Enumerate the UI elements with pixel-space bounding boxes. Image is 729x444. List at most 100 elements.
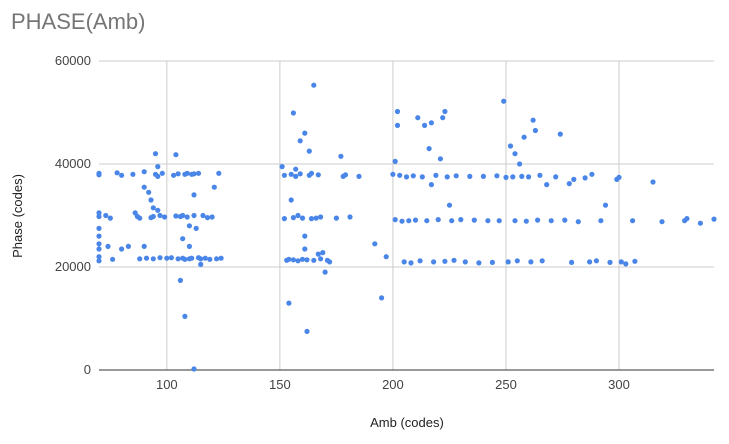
data-point [173, 213, 179, 219]
data-point [313, 215, 319, 221]
data-point [191, 192, 197, 198]
data-point [315, 251, 321, 257]
data-point [299, 215, 306, 221]
tick-labels: 0 20000 40000 60000 100 150 200 250 300 [55, 53, 630, 392]
data-point [569, 259, 575, 265]
data-point [137, 215, 143, 221]
data-point [410, 173, 416, 179]
data-point [697, 220, 704, 226]
data-point [173, 152, 179, 158]
data-point [290, 257, 296, 263]
data-point [616, 174, 622, 180]
data-point [338, 153, 344, 159]
data-point [288, 197, 294, 203]
data-point [302, 233, 308, 239]
x-tick-label: 100 [156, 377, 178, 392]
data-point [394, 122, 401, 128]
data-point [607, 259, 613, 265]
data-point [397, 172, 403, 178]
data-point [462, 259, 468, 265]
data-point [401, 259, 407, 265]
data-point [311, 82, 317, 88]
data-point [141, 184, 147, 190]
data-point [119, 172, 125, 178]
data-point [103, 212, 109, 219]
data-point [279, 164, 285, 170]
data-point [623, 261, 629, 267]
data-point [453, 173, 459, 179]
data-point [186, 223, 192, 229]
data-point [507, 143, 514, 149]
data-point [406, 218, 412, 224]
data-point [304, 328, 310, 334]
data-point [175, 256, 181, 262]
data-point [356, 173, 362, 179]
data-point [96, 213, 102, 220]
data-point [286, 300, 292, 306]
x-tick-label: 200 [382, 377, 404, 392]
data-point [164, 255, 170, 261]
data-point [494, 173, 500, 179]
data-point [202, 255, 208, 261]
chart-title: PHASE(Amb) [11, 9, 146, 34]
data-point [311, 257, 317, 263]
data-point [191, 212, 197, 219]
data-point [711, 216, 717, 222]
data-point [517, 161, 523, 167]
data-point [630, 218, 636, 224]
data-point [191, 171, 197, 177]
data-point [157, 212, 163, 219]
data-point [437, 156, 443, 162]
data-point [458, 217, 464, 223]
data-point [96, 233, 102, 239]
data-point [125, 243, 131, 249]
data-point [501, 98, 507, 104]
data-point [372, 241, 378, 247]
data-point [184, 214, 190, 220]
data-point [322, 269, 328, 275]
data-point [286, 256, 292, 262]
data-point [184, 170, 190, 176]
data-point [539, 258, 545, 264]
data-point [431, 259, 437, 265]
data-point [114, 170, 120, 176]
data-point [308, 216, 315, 222]
y-tick-label: 40000 [55, 156, 91, 171]
data-point [428, 120, 434, 126]
data-point [218, 255, 224, 261]
data-point [96, 210, 102, 216]
data-point [440, 115, 446, 121]
data-point [293, 166, 299, 172]
data-point [281, 172, 287, 178]
data-point [297, 138, 303, 144]
x-tick-label: 250 [495, 377, 517, 392]
data-point [496, 218, 502, 224]
data-point [175, 171, 181, 177]
data-point [489, 259, 495, 265]
data-point [467, 173, 473, 179]
data-point [281, 216, 287, 222]
data-point [204, 215, 211, 221]
data-point [530, 117, 536, 123]
data-point [521, 134, 527, 140]
data-point [602, 202, 609, 208]
data-point [209, 214, 215, 220]
y-tick-label: 0 [84, 362, 91, 377]
data-point [195, 170, 202, 176]
data-point [96, 225, 102, 231]
data-point [180, 212, 186, 219]
y-tick-label: 60000 [55, 53, 91, 68]
data-point [548, 218, 554, 224]
data-point [214, 256, 220, 262]
data-point [510, 174, 516, 180]
data-point [290, 110, 296, 116]
data-point [523, 218, 529, 224]
data-point [191, 366, 197, 372]
data-point [424, 218, 430, 224]
data-point [471, 217, 477, 223]
data-point [422, 122, 428, 128]
data-point [571, 176, 577, 182]
data-point [333, 215, 339, 221]
data-point [342, 172, 349, 178]
data-point [141, 169, 147, 175]
